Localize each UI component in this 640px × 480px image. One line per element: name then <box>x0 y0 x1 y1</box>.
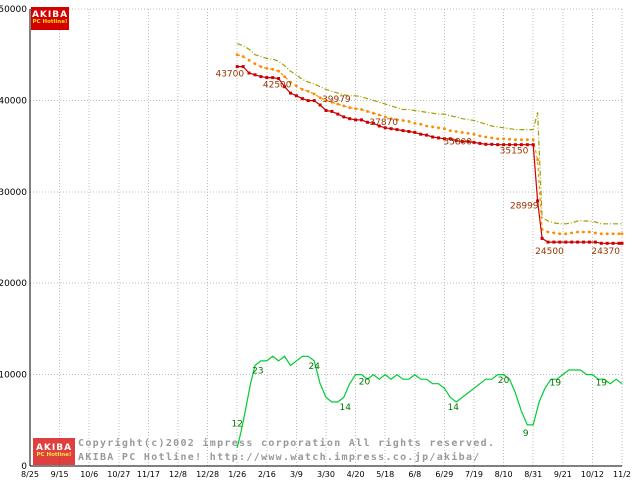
pc-hotline-logo-text: PC Hotline! <box>36 452 72 459</box>
svg-text:19: 19 <box>596 379 608 389</box>
svg-text:10000: 10000 <box>0 371 27 381</box>
svg-text:14: 14 <box>448 403 460 413</box>
svg-text:0: 0 <box>21 462 27 472</box>
svg-text:19: 19 <box>550 379 562 389</box>
svg-text:6/8: 6/8 <box>408 470 421 479</box>
svg-text:7/19: 7/19 <box>465 470 483 479</box>
svg-text:24: 24 <box>308 362 320 372</box>
svg-text:9/15: 9/15 <box>51 470 69 479</box>
svg-text:37870: 37870 <box>369 118 398 128</box>
svg-text:43700: 43700 <box>215 70 244 80</box>
svg-text:11/17: 11/17 <box>137 470 160 479</box>
svg-text:1/26: 1/26 <box>228 470 246 479</box>
series-average-price <box>235 53 624 236</box>
svg-text:6/29: 6/29 <box>435 470 453 479</box>
svg-text:20: 20 <box>359 378 371 388</box>
copyright-text: Copyright(c)2002 impress corporation All… <box>78 438 496 449</box>
gridlines <box>29 8 623 466</box>
svg-text:24500: 24500 <box>535 247 564 257</box>
svg-text:20000: 20000 <box>0 279 27 289</box>
pc-hotline-logo-text: PC Hotline! <box>32 19 68 26</box>
akiba-logo-text: AKIBA <box>31 9 69 20</box>
svg-text:12/8: 12/8 <box>169 470 187 479</box>
svg-text:8/10: 8/10 <box>495 470 513 479</box>
svg-text:5/18: 5/18 <box>376 470 394 479</box>
svg-text:28999: 28999 <box>510 201 539 211</box>
svg-text:10/12: 10/12 <box>581 470 604 479</box>
svg-text:9: 9 <box>523 429 529 439</box>
svg-text:39979: 39979 <box>322 95 351 105</box>
axes <box>29 9 622 467</box>
series-highest-price <box>237 43 622 225</box>
svg-text:9/21: 9/21 <box>554 470 572 479</box>
series-lowest-price <box>235 65 624 245</box>
svg-text:35150: 35150 <box>500 146 529 156</box>
svg-text:11/2: 11/2 <box>613 470 631 479</box>
svg-text:10/27: 10/27 <box>107 470 130 479</box>
svg-text:2/16: 2/16 <box>258 470 276 479</box>
svg-text:40000: 40000 <box>0 96 27 106</box>
svg-text:10/6: 10/6 <box>80 470 98 479</box>
svg-text:14: 14 <box>339 403 351 413</box>
akiba-logo-top: AKIBA PC Hotline! <box>31 7 69 30</box>
svg-text:3/9: 3/9 <box>290 470 303 479</box>
akiba-logo-text: AKIBA <box>35 442 73 453</box>
svg-text:23: 23 <box>252 367 263 377</box>
svg-text:12/28: 12/28 <box>196 470 219 479</box>
svg-text:3/30: 3/30 <box>317 470 335 479</box>
site-url-text: AKIBA PC Hotline! http://www.watch.impre… <box>78 452 481 463</box>
svg-text:42500: 42500 <box>263 81 292 91</box>
akiba-logo-bottom: AKIBA PC Hotline! <box>33 438 75 465</box>
svg-text:35800: 35800 <box>443 137 472 147</box>
svg-text:20: 20 <box>498 376 510 386</box>
svg-text:50000: 50000 <box>0 5 27 15</box>
svg-text:8/25: 8/25 <box>21 470 39 479</box>
svg-text:30000: 30000 <box>0 188 27 198</box>
y-axis-labels: 0 10000 20000 30000 40000 50000 <box>0 5 27 472</box>
svg-text:8/31: 8/31 <box>524 470 542 479</box>
svg-text:12: 12 <box>231 420 242 430</box>
data-labels: 43700 42500 39979 37870 35800 35150 28999 24500… <box>215 70 620 439</box>
svg-text:24370: 24370 <box>591 247 620 257</box>
series-shop-count <box>236 355 623 448</box>
x-axis-labels: 8/25 9/15 10/6 10/27 11/17 12/8 12/28 1/26 2/16 3… <box>21 470 631 479</box>
svg-text:4/20: 4/20 <box>347 470 365 479</box>
